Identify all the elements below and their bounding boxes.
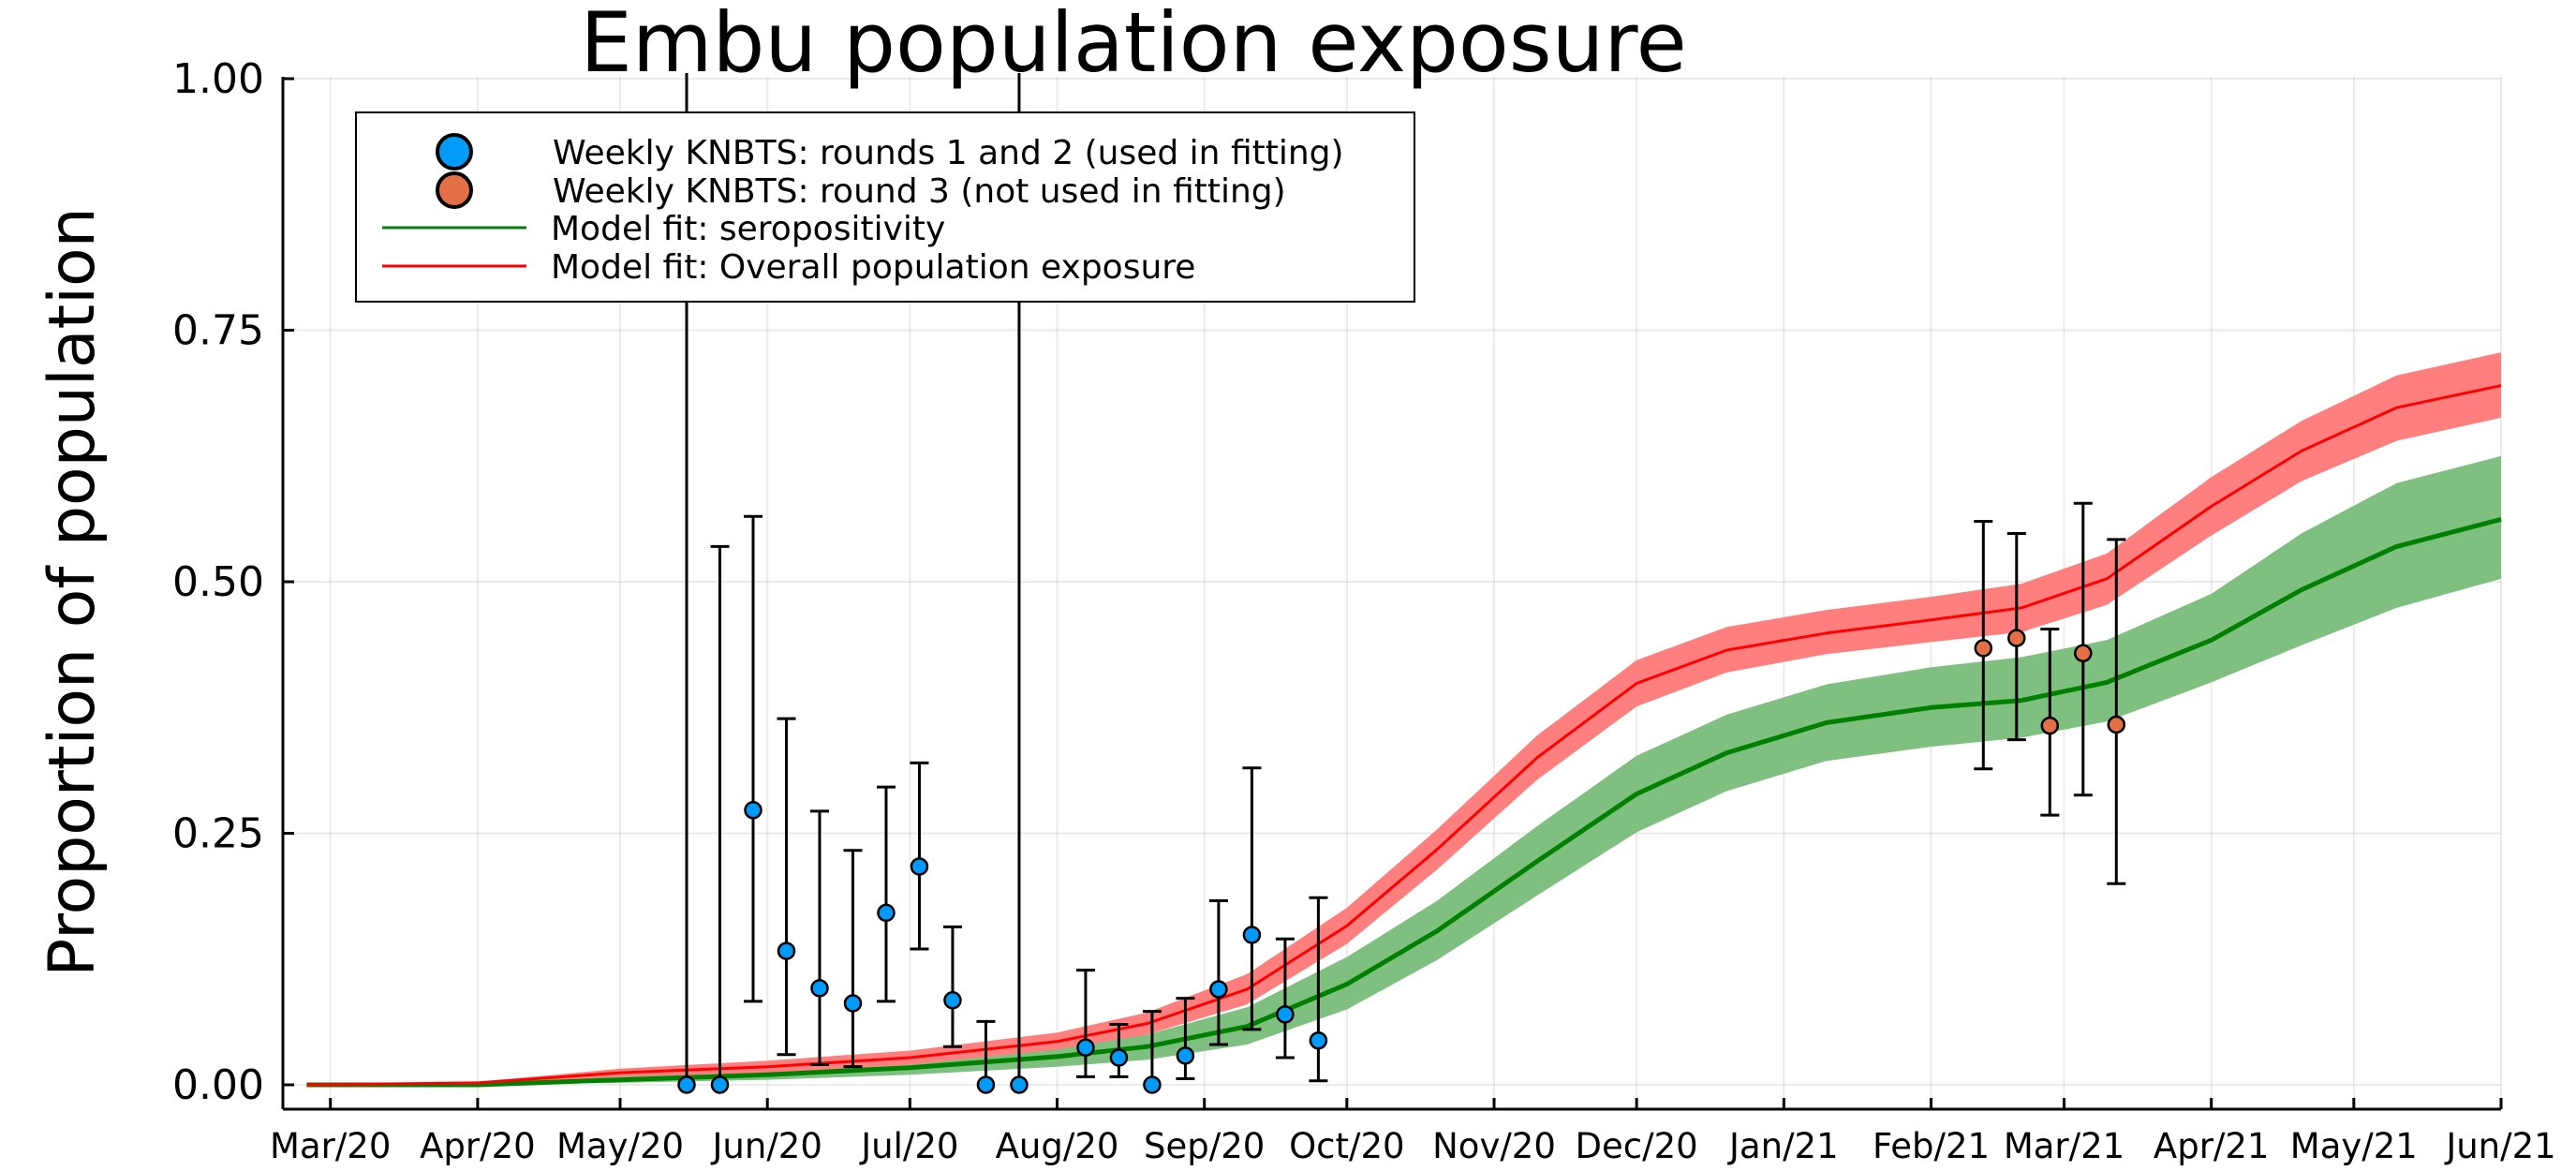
y-tick-label: 0.25 <box>172 810 264 858</box>
x-tick-label: Feb/21 <box>1873 1126 1990 1166</box>
chart-title: Embu population exposure <box>580 0 1687 91</box>
data-point-rounds_1_2 <box>810 979 829 998</box>
x-tick-label: Mar/21 <box>2004 1126 2124 1166</box>
data-point-rounds_1_2 <box>1309 1030 1328 1050</box>
data-point-rounds_1_2 <box>1109 1048 1129 1067</box>
x-ticks: Mar/20 Apr/20 May/20 Jun/20 Jul/20 Aug/20 Sep/… <box>270 1098 2556 1166</box>
x-tick-label: Dec/20 <box>1576 1126 1698 1166</box>
legend-label-exposure: Model fit: Overall population exposure <box>551 248 1195 287</box>
x-tick-label: Aug/20 <box>996 1126 1119 1166</box>
data-point-rounds_1_2 <box>744 801 762 820</box>
y-tick-label: 0.75 <box>172 307 264 355</box>
legend-label-rounds-1-2: Weekly KNBTS: rounds 1 and 2 (used in fi… <box>553 134 1344 172</box>
x-tick-label: Jun/20 <box>711 1126 822 1166</box>
y-axis-label: Proportion of population <box>36 207 110 976</box>
x-tick-label: Apr/20 <box>420 1126 536 1166</box>
legend-label-round-3: Weekly KNBTS: round 3 (not used in fitti… <box>553 172 1286 211</box>
x-tick-label: Nov/20 <box>1432 1126 1556 1166</box>
data-point-rounds_1_2 <box>943 991 962 1010</box>
data-point-rounds_1_2 <box>1076 1038 1095 1058</box>
x-tick-label: Jan/21 <box>1727 1126 1839 1166</box>
legend-marker-round-3 <box>436 171 473 209</box>
x-tick-label: Mar/20 <box>270 1126 391 1166</box>
data-point-rounds_1_2 <box>976 1075 996 1094</box>
axes <box>281 77 2501 1111</box>
data-point-rounds_1_2 <box>677 1075 696 1094</box>
data-point-round_3 <box>2007 629 2026 647</box>
data-point-rounds_1_2 <box>1143 1075 1162 1094</box>
x-tick-label: Oct/20 <box>1289 1126 1405 1166</box>
data-point-rounds_1_2 <box>1209 980 1228 999</box>
legend: Weekly KNBTS: rounds 1 and 2 (used in fi… <box>355 111 1415 303</box>
data-point-round_3 <box>2107 715 2126 734</box>
data-point-rounds_1_2 <box>1176 1046 1195 1065</box>
x-tick-label: May/20 <box>556 1126 684 1166</box>
data-point-rounds_1_2 <box>1242 926 1262 944</box>
y-tick-label: 1.00 <box>172 55 264 103</box>
data-point-rounds_1_2 <box>1276 1005 1295 1024</box>
data-point-rounds_1_2 <box>710 1075 730 1094</box>
model-lines <box>306 384 2502 1088</box>
line-exposure <box>306 384 2502 1087</box>
x-tick-label: Sep/20 <box>1144 1126 1265 1166</box>
data-point-rounds_1_2 <box>777 941 796 960</box>
line-seropositivity <box>306 516 2502 1088</box>
x-tick-label: Jun/21 <box>2444 1126 2555 1166</box>
y-ticks: 0.00 0.25 0.50 0.75 1.00 <box>172 55 294 1109</box>
data-point-rounds_1_2 <box>1010 1075 1029 1094</box>
y-tick-label: 0.00 <box>172 1061 264 1109</box>
band-seropositivity <box>306 455 2502 1085</box>
x-tick-label: Jul/20 <box>859 1126 958 1166</box>
legend-box <box>355 111 1415 303</box>
data-point-round_3 <box>2074 644 2093 663</box>
data-point-round_3 <box>1974 639 1993 658</box>
legend-marker-rounds-1-2 <box>436 133 473 170</box>
x-tick-label: Apr/21 <box>2154 1126 2270 1166</box>
y-tick-label: 0.50 <box>172 558 264 606</box>
data-points <box>677 629 2126 1094</box>
data-point-rounds_1_2 <box>843 994 863 1013</box>
data-point-rounds_1_2 <box>877 903 896 923</box>
model-bands <box>306 352 2502 1086</box>
data-point-round_3 <box>2040 716 2060 735</box>
data-point-rounds_1_2 <box>910 857 929 876</box>
legend-label-seropositivity: Model fit: seropositivity <box>551 210 945 248</box>
x-tick-label: May/21 <box>2290 1126 2418 1166</box>
